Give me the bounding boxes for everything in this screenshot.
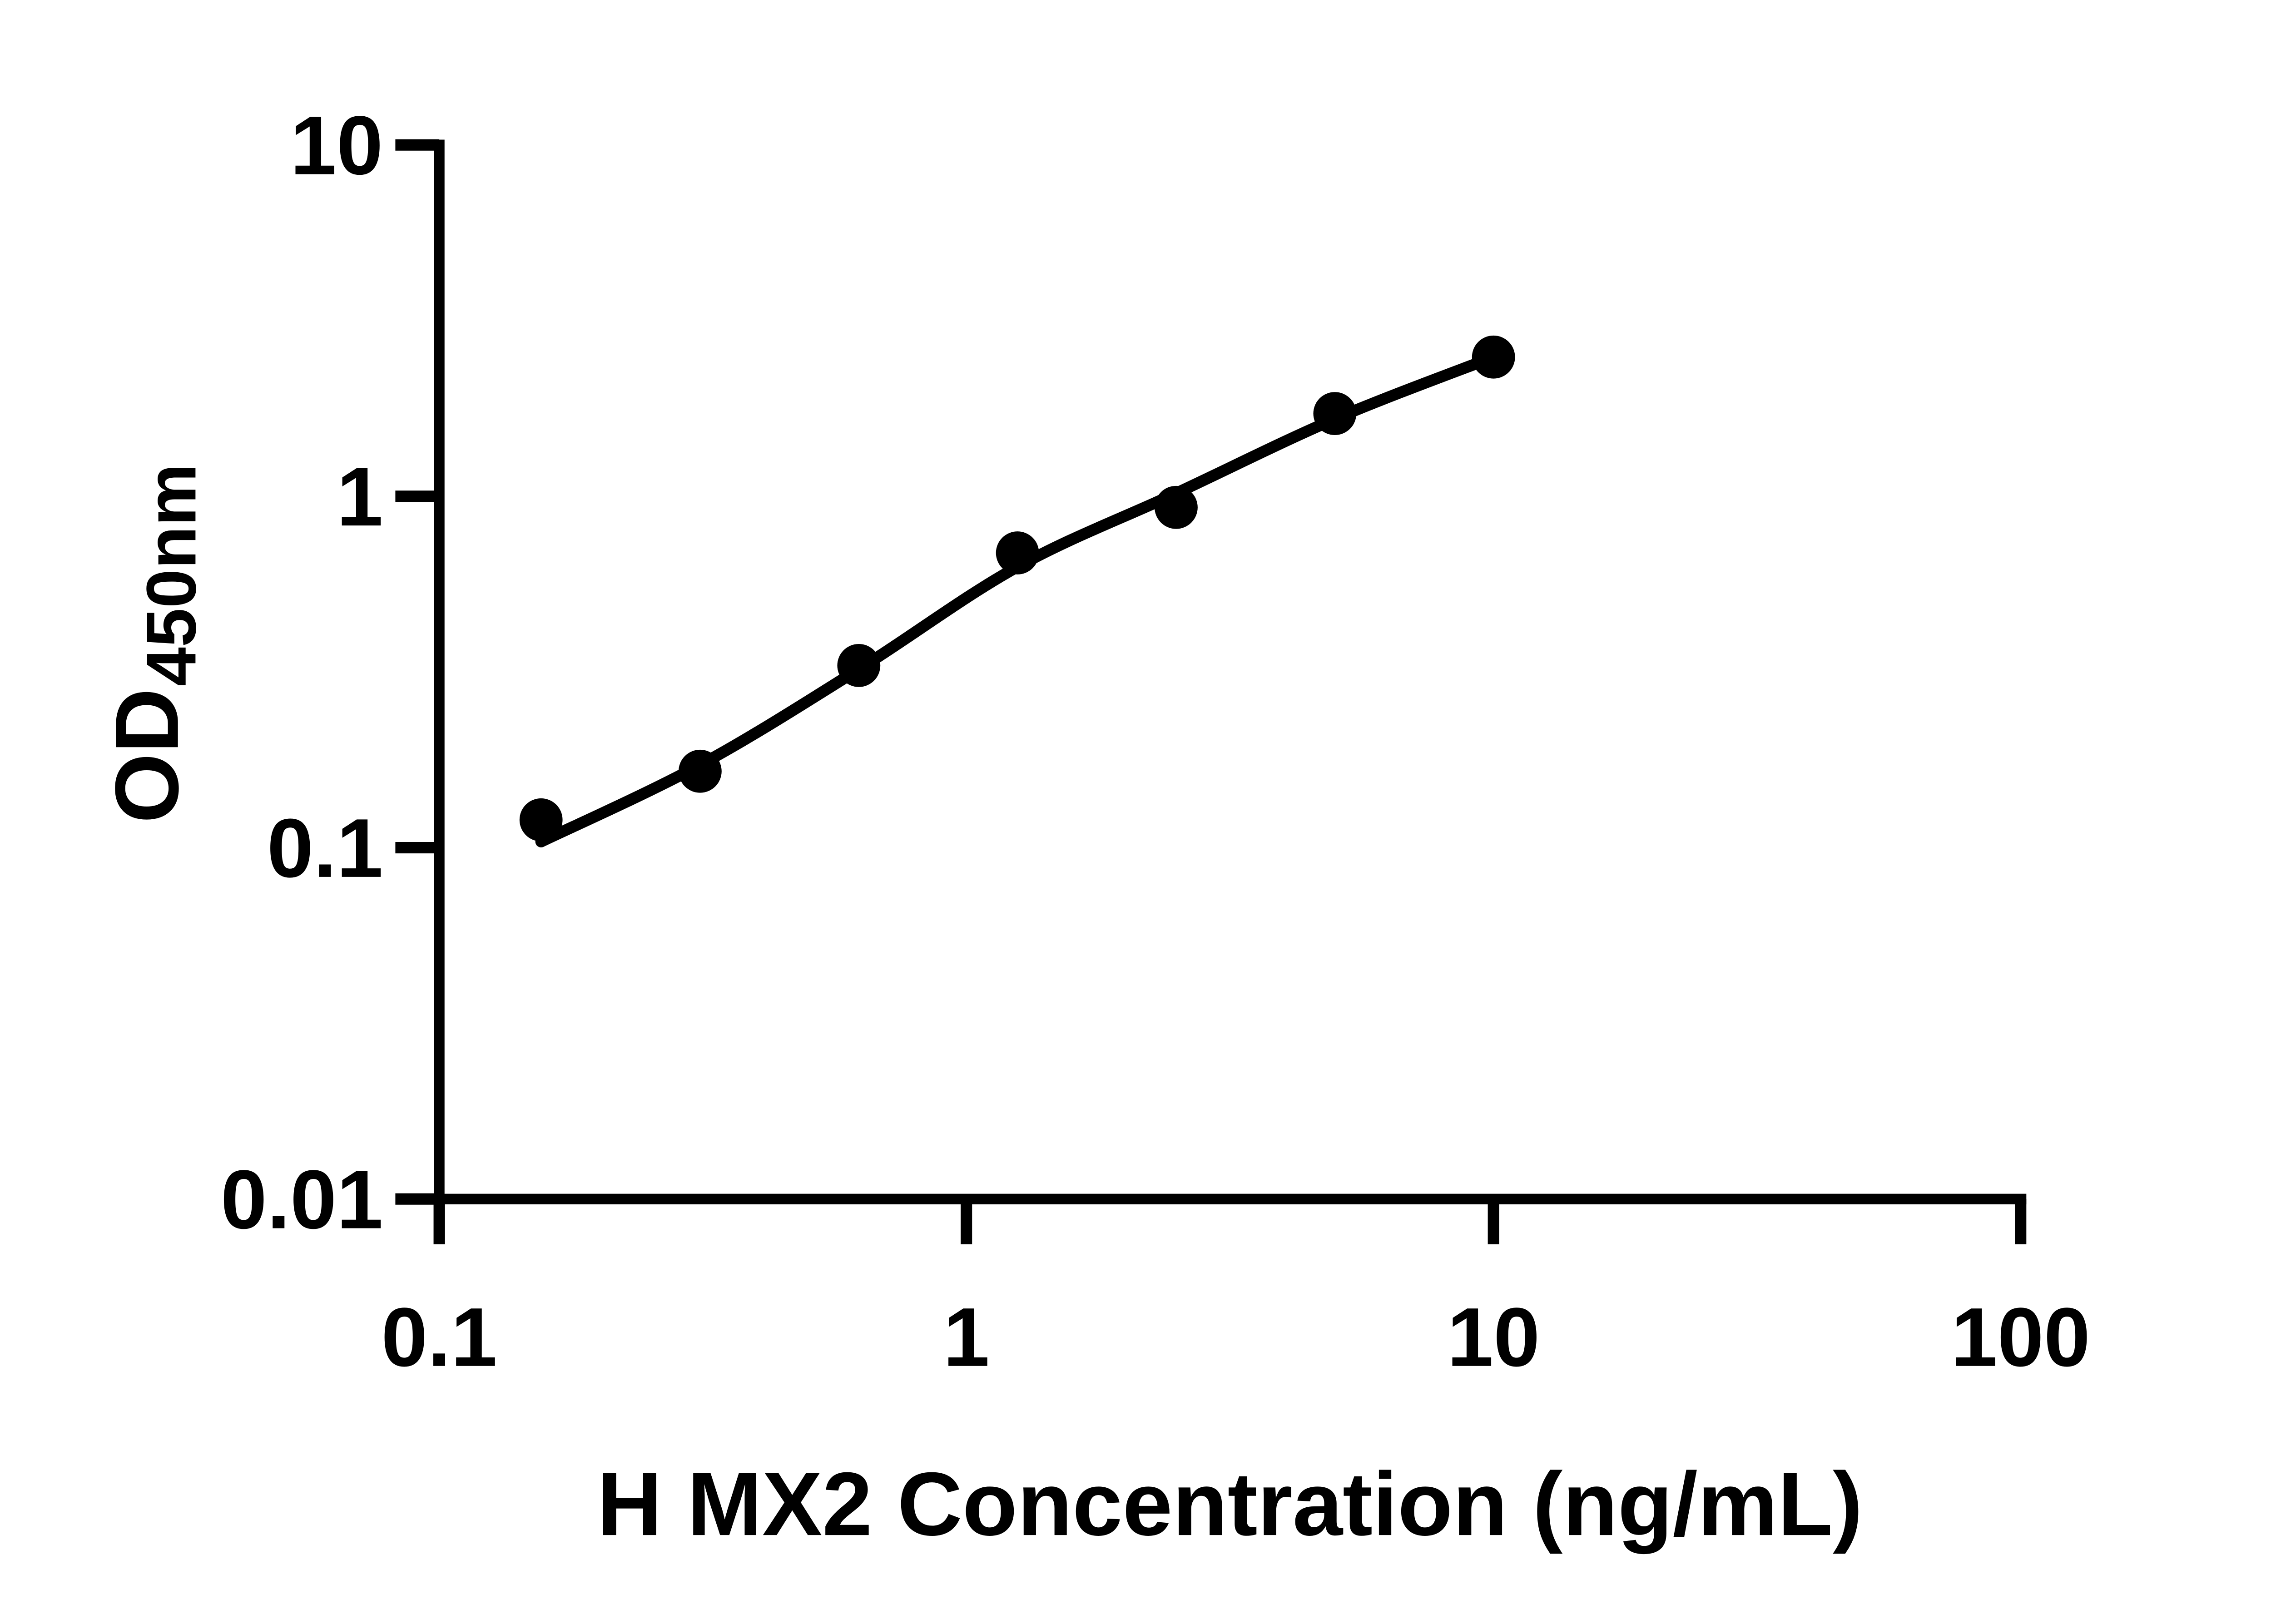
y-axis-title-main: OD — [97, 688, 198, 823]
data-point-marker — [837, 644, 881, 687]
y-axis-title: OD 450nm — [97, 464, 211, 823]
data-point-marker — [519, 798, 563, 842]
x-axis-title: H MX2 Concentration (ng/mL) — [597, 1454, 1863, 1555]
y-axis-ticks: 10 1 0.1 0.01 — [221, 99, 440, 1246]
y-axis-title-text: OD 450nm — [97, 464, 211, 823]
x-tick-label: 10 — [1447, 1291, 1540, 1384]
y-tick-label: 0.01 — [221, 1153, 383, 1246]
x-tick-label: 100 — [1951, 1291, 2090, 1384]
elisa-standard-curve-chart: 10 1 0.1 0.01 0.1 1 10 100 H MX2 Concentration… — [97, 99, 2091, 1555]
y-tick-label: 10 — [290, 99, 383, 192]
elisa-standard-curve-figure: 10 1 0.1 0.01 0.1 1 10 100 H MX2 Concentration… — [97, 99, 2091, 1555]
y-tick-label: 1 — [337, 450, 383, 543]
x-tick-label: 1 — [943, 1291, 990, 1384]
data-points — [519, 335, 1515, 842]
x-axis-ticks: 0.1 1 10 100 — [381, 1199, 2090, 1384]
data-point-marker — [1313, 392, 1357, 436]
data-point-marker — [1155, 485, 1198, 529]
axes — [434, 139, 2027, 1204]
y-axis-title-subscript: 450nm — [132, 464, 210, 686]
x-tick-label: 0.1 — [381, 1291, 497, 1384]
data-point-marker — [679, 749, 722, 793]
y-tick-label: 0.1 — [267, 802, 383, 895]
data-point-marker — [996, 531, 1039, 574]
data-point-marker — [1472, 335, 1515, 379]
